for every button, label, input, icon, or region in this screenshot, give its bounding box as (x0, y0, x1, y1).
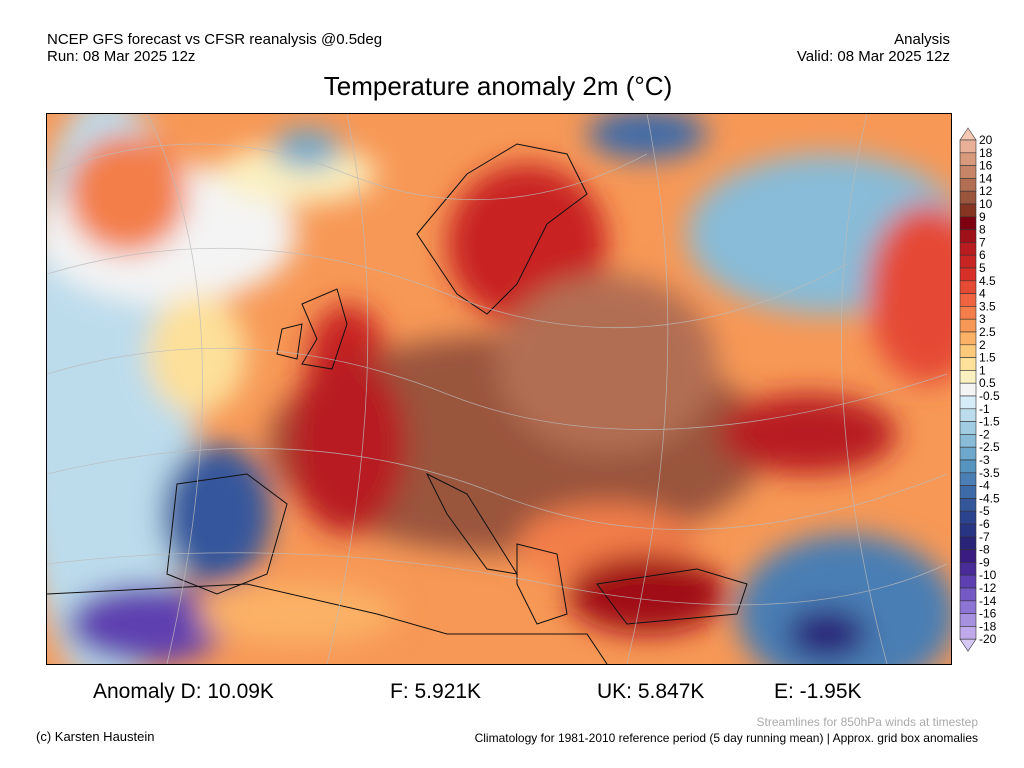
valid-time: Valid: 08 Mar 2025 12z (796, 48, 950, 65)
legend-label: -5 (979, 504, 990, 518)
legend-label: -8 (979, 543, 990, 557)
climatology-note: Climatology for 1981-2010 reference peri… (474, 731, 978, 745)
legend-swatch (959, 395, 977, 410)
legend-swatch (959, 318, 977, 333)
legend-label: -14 (979, 594, 997, 608)
legend-label: -3 (979, 453, 990, 467)
wind-streamlines (47, 114, 948, 664)
legend-swatch (959, 178, 977, 192)
legend-swatch (959, 280, 977, 294)
legend-swatch (959, 139, 977, 154)
run-time: Run: 08 Mar 2025 12z (47, 48, 196, 65)
legend-swatch (959, 254, 977, 269)
legend-label: 20 (979, 133, 993, 147)
legend-swatch (959, 306, 977, 320)
legend-swatch (959, 216, 977, 230)
legend-swatch (959, 370, 977, 384)
legend-swatch (959, 434, 977, 448)
legend-label: -0.5 (979, 389, 1000, 403)
anomaly-france: F: 5.921K (390, 680, 482, 703)
legend-label: -2.5 (979, 440, 1000, 454)
legend-swatch (959, 293, 977, 307)
legend-label: 1.5 (979, 351, 996, 365)
legend-swatch (959, 600, 977, 614)
legend-swatch (959, 408, 977, 422)
legend-swatch (959, 190, 977, 205)
legend-label: 18 (979, 146, 993, 160)
legend-label: -9 (979, 555, 990, 569)
legend-swatch (959, 344, 977, 358)
anomaly-germany: Anomaly D: 10.09K (93, 680, 274, 703)
credit: (c) Karsten Haustein (36, 729, 155, 744)
legend-swatch (959, 357, 977, 371)
legend-label: 14 (979, 171, 993, 185)
legend-swatch (959, 638, 977, 652)
anomaly-uk: UK: 5.847K (597, 680, 705, 703)
legend-swatch (959, 587, 977, 602)
legend-label: -10 (979, 568, 997, 582)
legend-label: -12 (979, 581, 997, 595)
legend-label: -7 (979, 530, 990, 544)
legend-label: 16 (979, 159, 993, 173)
legend-label: 9 (979, 210, 986, 224)
legend-label: -20 (979, 632, 997, 646)
legend-label: 10 (979, 197, 993, 211)
legend-label: 5 (979, 261, 986, 275)
iberia-cool-area (162, 444, 272, 584)
legend-swatch (959, 574, 977, 589)
legend-label: 3.5 (979, 299, 996, 313)
anomaly-spain: E: -1.95K (774, 680, 862, 703)
legend-label: 4 (979, 287, 986, 301)
map-title: Temperature anomaly 2m (°C) (323, 71, 673, 101)
legend-swatch (959, 421, 977, 435)
legend-swatch (959, 485, 977, 499)
legend-swatch (959, 165, 977, 179)
legend-label: 4.5 (979, 274, 996, 288)
legend-swatch (959, 229, 977, 243)
product-type: Analysis (894, 31, 950, 48)
legend-label: -1 (979, 402, 990, 416)
legend-swatch (959, 626, 977, 640)
legend-swatch (959, 536, 977, 550)
legend-label: 3 (979, 312, 986, 326)
legend-label: -2 (979, 427, 990, 441)
legend-label: 2 (979, 338, 986, 352)
legend-swatch (959, 127, 977, 141)
coastlines (47, 143, 748, 664)
legend-swatch (959, 203, 977, 218)
legend-label: 2.5 (979, 325, 996, 339)
legend-label: 8 (979, 223, 986, 237)
legend-swatch (959, 472, 977, 486)
legend-label: 6 (979, 248, 986, 262)
color-scale-legend: 20 18 16 14 12 10 9 8 7 6 5 4.5 4 3.5 3 2.5 2 1.5 1 0.5 -0.5… (958, 126, 1018, 656)
legend-label: -16 (979, 607, 997, 621)
legend-label: 1 (979, 363, 986, 377)
legend-label: -3.5 (979, 466, 1000, 480)
legend-swatch (959, 331, 977, 346)
legend-label: -4.5 (979, 491, 1000, 505)
legend-swatch (959, 549, 977, 563)
temperature-anomaly-map (46, 113, 952, 665)
legend-swatch (959, 459, 977, 474)
legend-swatch (959, 562, 977, 576)
legend-swatch (959, 446, 977, 461)
legend-label: 7 (979, 235, 986, 249)
legend-swatch (959, 382, 977, 397)
streamline-note: Streamlines for 850hPa winds at timestep (756, 715, 978, 729)
legend-label: -6 (979, 517, 990, 531)
legend-label: 12 (979, 184, 993, 198)
legend-swatch (959, 510, 977, 525)
legend-swatch (959, 267, 977, 282)
legend-swatch (959, 613, 977, 627)
legend-swatch (959, 242, 977, 256)
legend-swatch (959, 498, 977, 512)
model-description: NCEP GFS forecast vs CFSR reanalysis @0.… (47, 31, 383, 48)
legend-label: -1.5 (979, 415, 1000, 429)
legend-swatch (959, 523, 977, 538)
legend-label: -4 (979, 479, 990, 493)
legend-swatch (959, 152, 977, 166)
legend-label: 0.5 (979, 376, 996, 390)
legend-label: -18 (979, 619, 997, 633)
